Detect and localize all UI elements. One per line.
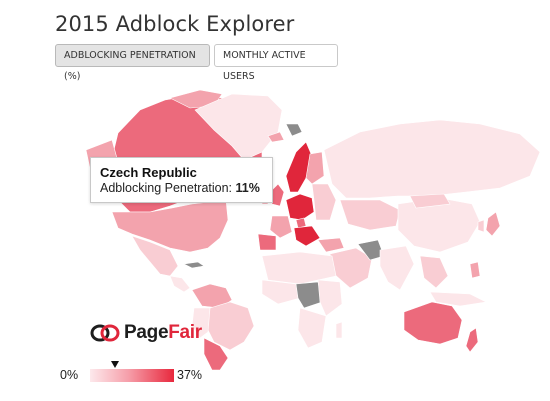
country-central-africa[interactable] — [295, 281, 323, 309]
country-usa[interactable] — [111, 199, 229, 253]
tab-monthly-active-users[interactable]: MONTHLY ACTIVE USERS — [214, 44, 338, 82]
country-brazil[interactable] — [205, 301, 255, 351]
country-philippines[interactable] — [469, 261, 481, 279]
country-france[interactable] — [269, 215, 293, 239]
country-czech-republic[interactable] — [295, 217, 307, 229]
country-russia[interactable] — [323, 119, 541, 199]
country-madagascar[interactable] — [335, 321, 343, 339]
pagefair-link-icon — [90, 324, 120, 342]
page-title: 2015 Adblock Explorer — [55, 12, 295, 36]
country-west-africa[interactable] — [261, 279, 301, 305]
country-baltics-ukraine[interactable] — [311, 183, 337, 221]
country-greenland[interactable] — [194, 93, 283, 161]
country-southern-africa[interactable] — [297, 307, 327, 349]
country-finland[interactable] — [305, 151, 325, 185]
country-korea[interactable] — [477, 219, 485, 233]
country-east-africa[interactable] — [317, 279, 343, 317]
country-italy-balkans[interactable] — [293, 225, 321, 247]
country-iceland[interactable] — [267, 131, 285, 143]
country-colombia-venezuela[interactable] — [191, 283, 233, 309]
world-map[interactable] — [0, 80, 550, 370]
tooltip-metric-value: 11% — [235, 181, 260, 195]
logo-wordmark: PageFair — [124, 322, 202, 344]
tooltip-metric-label: Adblocking Penetration: — [100, 181, 233, 195]
legend-value-marker — [110, 361, 119, 368]
country-argentina-chile[interactable] — [203, 337, 229, 370]
tooltip-country-name: Czech Republic — [100, 165, 197, 180]
country-japan[interactable] — [485, 211, 501, 237]
country-north-africa[interactable] — [261, 251, 337, 285]
country-southeast-asia[interactable] — [419, 255, 449, 289]
tab-adblocking-penetration[interactable]: ADBLOCKING PENETRATION (%) — [55, 44, 210, 82]
legend-gradient-bar — [90, 369, 174, 382]
country-central-america[interactable] — [169, 275, 191, 293]
country-australia[interactable] — [403, 301, 463, 345]
legend-max-label: 37% — [177, 368, 203, 382]
country-new-zealand[interactable] — [465, 327, 479, 353]
country-tooltip: Czech Republic Adblocking Penetration: 1… — [90, 157, 273, 203]
tooltip-metric-line: Adblocking Penetration: 11% — [100, 180, 263, 196]
country-svalbard[interactable] — [285, 123, 303, 137]
logo-wordmark-page: Page — [124, 322, 169, 343]
country-kazakhstan-central-asia[interactable] — [339, 199, 401, 231]
logo-wordmark-fair: Fair — [168, 322, 202, 343]
pagefair-logo[interactable]: PageFair — [90, 322, 202, 344]
color-legend: 0% 37% — [60, 360, 220, 386]
legend-min-label: 0% — [60, 368, 79, 382]
country-greece-turkey[interactable] — [317, 237, 345, 253]
country-indonesia[interactable] — [429, 291, 487, 307]
country-india[interactable] — [379, 245, 415, 291]
country-cuba[interactable] — [183, 261, 205, 269]
metric-tabs: ADBLOCKING PENETRATION (%) MONTHLY ACTIV… — [55, 44, 338, 82]
country-iberia[interactable] — [257, 233, 277, 251]
country-china[interactable] — [397, 197, 481, 253]
country-germany-poland[interactable] — [285, 193, 315, 221]
country-peru-bolivia[interactable] — [191, 307, 211, 339]
country-mongolia[interactable] — [409, 193, 451, 209]
